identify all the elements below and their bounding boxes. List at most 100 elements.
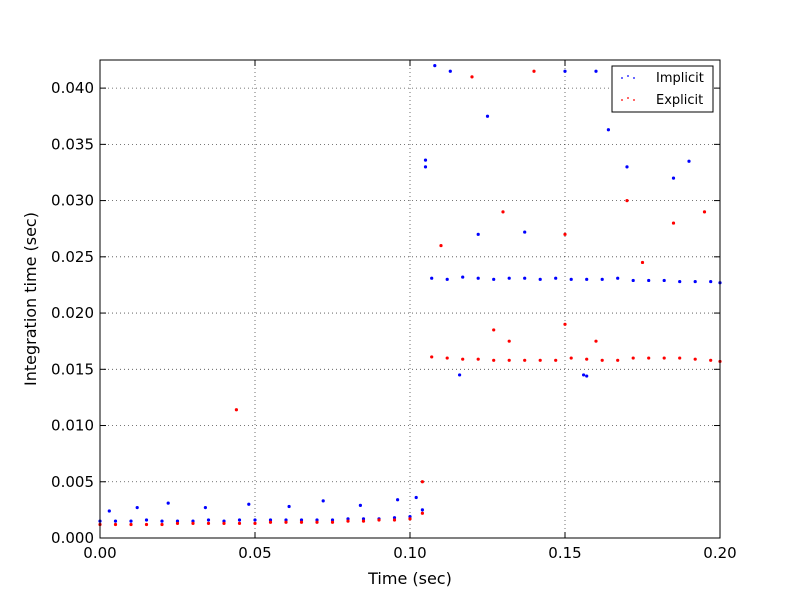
data-point [625,165,629,169]
data-point [423,165,428,169]
data-point [439,243,443,248]
data-point [523,358,527,362]
legend-box [611,65,714,113]
data-point [253,521,257,525]
data-point [485,114,490,118]
data-point [420,480,424,484]
data-point [175,521,180,525]
data-point [671,221,676,225]
data-point [191,519,195,523]
data-point [445,277,449,281]
data-point [702,210,707,214]
x-tick-label: 0.10 [393,544,426,562]
data-point [234,408,238,412]
x-tick-label: 0.15 [548,544,581,562]
data-point [662,278,666,283]
legend-marker [621,77,623,79]
data-point [222,521,226,525]
data-point [507,339,511,343]
data-point [631,278,635,283]
data-point [594,69,598,73]
data-point [358,503,362,507]
data-point [616,358,620,362]
data-point [640,260,645,265]
data-point [594,339,598,343]
data-point [476,276,480,280]
data-point [135,506,139,510]
data-point [408,517,412,521]
data-point [268,518,273,522]
data-point [315,520,319,524]
data-point [129,519,133,523]
data-point [175,519,180,523]
data-point [361,517,366,521]
y-tick-label: 0.005 [51,473,94,491]
x-tick-label: 0.00 [83,544,116,562]
data-point [160,519,164,523]
data-point [585,277,589,281]
y-tick-label: 0.040 [51,79,94,97]
x-axis-label: Time (sec) [367,569,452,588]
y-tick-label: 0.030 [51,192,94,210]
data-point [203,506,207,510]
data-point [287,504,291,509]
legend-label: Implicit [656,71,704,86]
data-point [430,355,434,359]
data-point [554,358,558,362]
legend-marker [621,99,623,101]
series-implicit [98,64,722,523]
data-point [523,230,527,234]
data-point [420,508,424,512]
data-point [563,69,567,73]
data-point [662,356,666,360]
data-point [392,518,397,522]
data-point [671,176,676,180]
data-point [330,518,335,522]
data-point [448,69,452,73]
data-point [346,517,350,521]
data-point [476,232,480,236]
data-point [678,356,682,360]
data-point [206,518,211,522]
series-explicit [98,69,722,527]
data-point [538,277,542,281]
legend-label: Explicit [656,93,703,108]
y-tick-label: 0.025 [51,248,94,266]
data-point [377,518,381,522]
data-point [693,357,697,361]
legend-marker [627,97,629,99]
data-point [330,520,335,524]
data-point [687,159,691,163]
data-point [299,520,304,524]
data-point [600,358,604,362]
data-point [237,518,242,522]
data-point [461,357,465,361]
data-point [647,278,651,283]
data-point [492,328,496,332]
data-point [709,279,713,284]
data-point [315,518,319,522]
data-point [408,515,412,519]
data-point [563,322,567,326]
data-point [206,521,211,525]
data-point [433,64,437,68]
data-point [631,356,635,360]
legend-marker [633,77,635,79]
data-point [569,356,573,360]
data-point [532,69,536,73]
data-point [678,279,682,284]
data-point [501,210,505,214]
data-point [647,356,651,360]
data-point [321,499,325,503]
data-point [268,520,273,524]
y-tick-label: 0.000 [51,529,94,547]
data-point [585,374,589,378]
legend: Implicit Explicit [611,65,714,113]
x-tick-label: 0.05 [238,544,271,562]
data-point [616,276,620,280]
y-tick-label: 0.035 [51,135,94,153]
y-axis-label: Integration time (sec) [21,212,40,386]
data-point [396,498,400,502]
